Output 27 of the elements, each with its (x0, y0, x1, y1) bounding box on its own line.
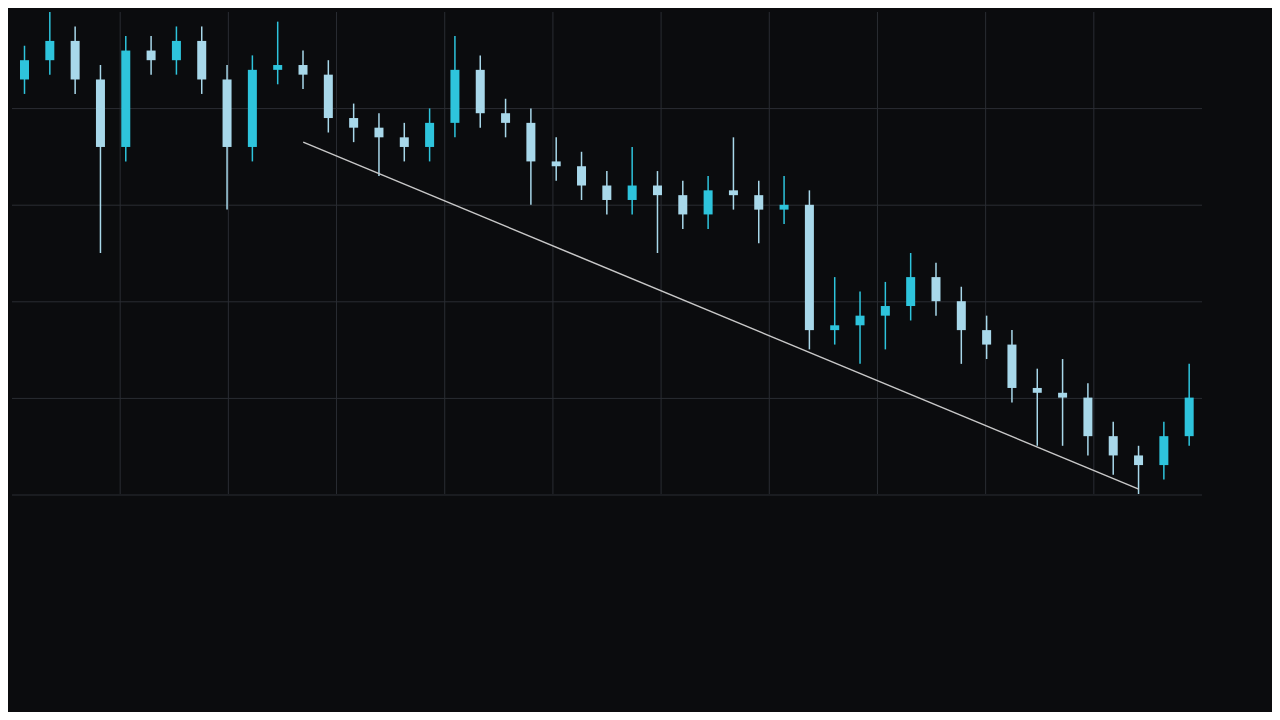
candlestick (551, 136, 561, 182)
candlestick (349, 102, 359, 143)
candlestick (880, 281, 890, 351)
candlestick (20, 44, 29, 95)
candlestick (830, 276, 840, 346)
candlestick (399, 122, 409, 163)
candlestick (1032, 367, 1042, 447)
candlestick (627, 146, 637, 216)
candlestick (754, 179, 764, 245)
candlestick (1134, 445, 1144, 494)
candlestick (577, 151, 587, 201)
candlestick (855, 290, 865, 365)
candlestick (602, 170, 612, 216)
candlestick (146, 35, 156, 76)
candlestick (1108, 420, 1118, 476)
candlestick (501, 98, 511, 139)
candlestick (779, 175, 789, 225)
candlestick (678, 179, 688, 230)
candlestick (298, 49, 308, 90)
candlestick (273, 20, 283, 86)
candlestick (45, 12, 55, 76)
candlestick (982, 314, 992, 360)
candlestick (728, 136, 738, 211)
candlestick (652, 170, 662, 254)
candlestick (1058, 358, 1068, 447)
candlestick (374, 112, 384, 177)
candlestick (171, 25, 181, 76)
